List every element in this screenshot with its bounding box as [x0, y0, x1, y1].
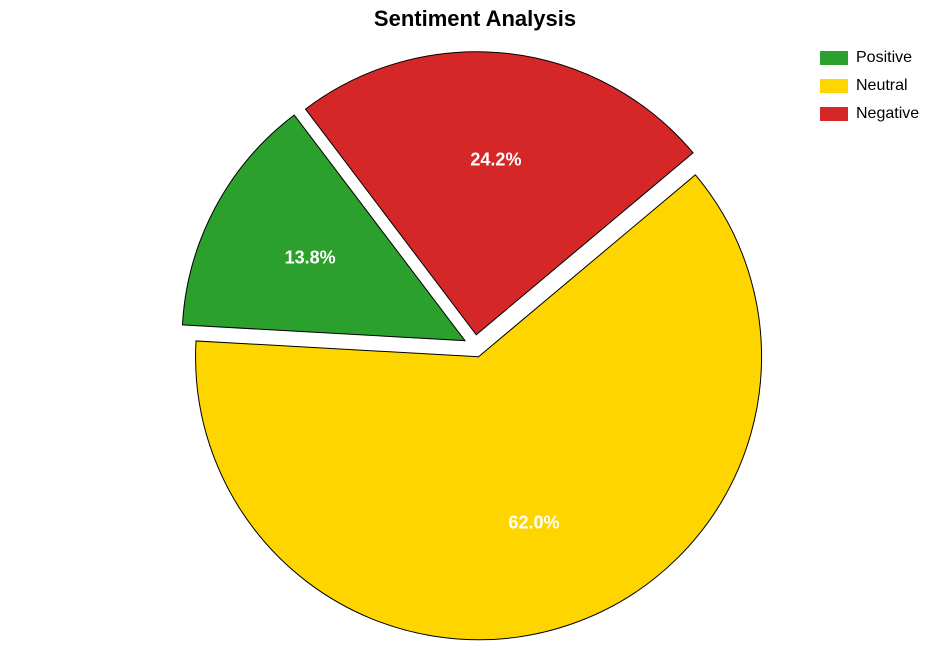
legend-swatch	[820, 79, 848, 93]
slice-label: 24.2%	[470, 150, 521, 171]
legend-item: Positive	[820, 46, 919, 70]
slice-label: 62.0%	[508, 513, 559, 534]
legend-item: Negative	[820, 102, 919, 126]
legend-item: Neutral	[820, 74, 919, 98]
legend-label: Negative	[856, 105, 919, 123]
legend: Positive Neutral Negative	[820, 46, 919, 130]
slice-label: 13.8%	[285, 248, 336, 269]
legend-label: Neutral	[856, 77, 908, 95]
legend-label: Positive	[856, 49, 912, 67]
pie-chart	[0, 0, 950, 662]
legend-swatch	[820, 107, 848, 121]
legend-swatch	[820, 51, 848, 65]
pie-svg	[0, 0, 950, 662]
